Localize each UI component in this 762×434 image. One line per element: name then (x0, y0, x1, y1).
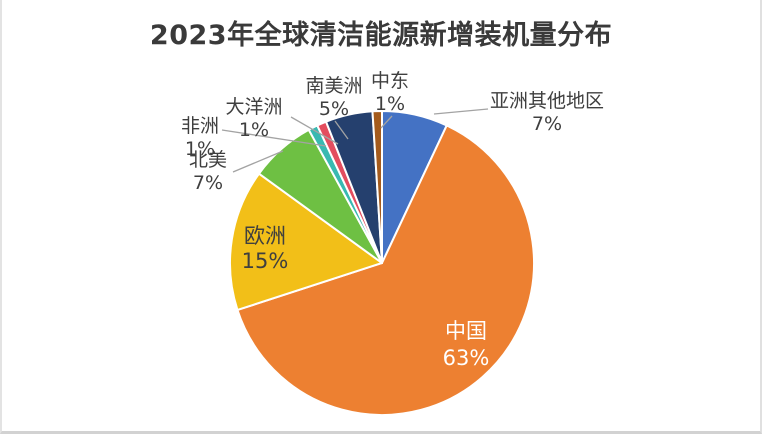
pie-label-south-america: 南美洲 5% (296, 75, 372, 121)
pie-label-middle-east: 中东 1% (360, 70, 420, 116)
pie-slice-2 (229, 172, 383, 311)
pie-label-europe: 欧洲 15% (228, 224, 302, 274)
pie-label-china-name: 中国 (445, 319, 487, 343)
leader-line-asia-other (433, 108, 489, 115)
pie-label-china-pct: 63% (442, 346, 490, 370)
pie-label-oceania: 大洋洲 1% (216, 96, 292, 142)
pie-label-europe-name: 欧洲 (244, 224, 286, 248)
pie-label-north-america-name: 北美 (188, 149, 227, 171)
pie-label-china: 中国 63% (426, 318, 506, 372)
pie-label-africa: 非洲 1% (172, 115, 228, 161)
leader-line-south-america (334, 120, 349, 140)
pie-slice-1 (236, 124, 535, 416)
leader-line-oceania (290, 116, 339, 145)
pie-label-middle-east-name: 中东 (370, 70, 409, 92)
pie-label-middle-east-pct: 1% (374, 93, 406, 115)
pie-label-oceania-name: 大洋洲 (225, 96, 283, 118)
pie-label-europe-pct: 15% (241, 249, 289, 273)
pie-label-asia-other: 亚洲其他地区 7% (484, 90, 610, 136)
pie-slice-7 (371, 110, 383, 264)
pie-label-south-america-pct: 5% (318, 98, 350, 120)
pie-label-asia-other-pct: 7% (531, 113, 563, 135)
leader-line-middle-east (380, 115, 393, 129)
pie-label-north-america-pct: 7% (192, 172, 224, 194)
leader-lines (221, 108, 489, 173)
pie-label-asia-other-name: 亚洲其他地区 (489, 90, 604, 112)
pie-label-north-america: 北美 7% (180, 149, 236, 195)
pie-label-africa-pct: 1% (184, 138, 216, 160)
chart-title: 2023年全球清洁能源新增装机量分布 (149, 20, 613, 51)
pie-label-south-america-name: 南美洲 (305, 75, 363, 97)
pie-slices (229, 110, 535, 416)
pie-label-oceania-pct: 1% (238, 119, 270, 141)
leader-line-africa (221, 129, 327, 147)
pie-label-africa-name: 非洲 (180, 115, 219, 137)
leader-line-north-america (232, 150, 284, 173)
